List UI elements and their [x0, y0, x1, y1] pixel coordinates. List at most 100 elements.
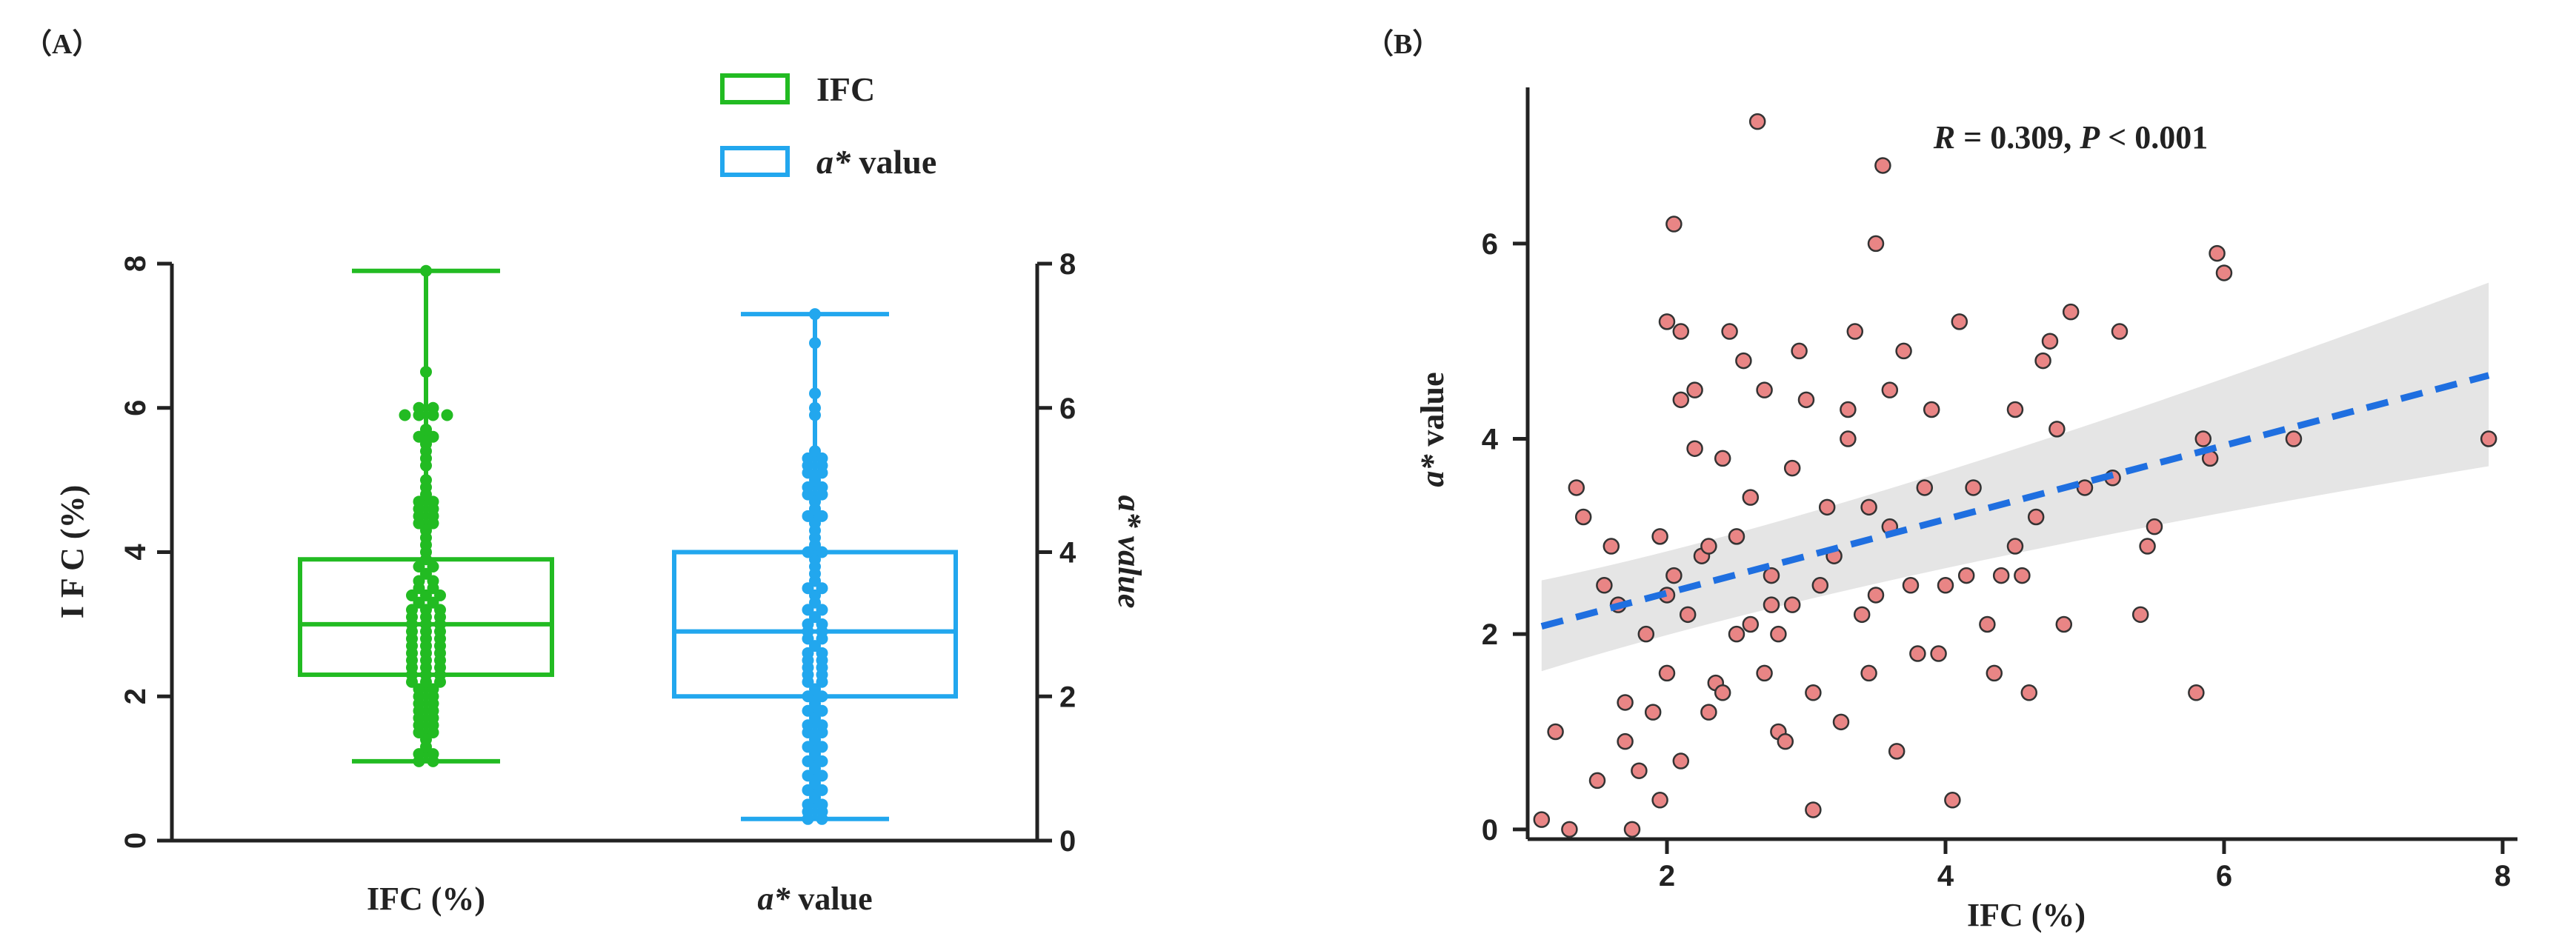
swarm-point [809, 401, 821, 414]
scatter-x-tick-label: 8 [2495, 860, 2511, 892]
swarm-point [420, 423, 432, 435]
box-group-a-value [672, 308, 958, 825]
scatter-point [2020, 684, 2038, 701]
swarm-point [427, 401, 439, 414]
scatter-point [1651, 792, 1668, 809]
scatter-x-tick-label: 2 [1659, 860, 1675, 892]
scatter-point [1547, 723, 1564, 741]
scatter-point [1867, 235, 1885, 253]
scatter-point [1672, 752, 1690, 770]
scatter-point [1665, 216, 1683, 233]
scatter-point [2055, 615, 2073, 633]
scatter-point [2062, 303, 2080, 321]
scatter-point [1902, 577, 1920, 594]
scatter-point [2146, 518, 2163, 535]
scatter-point [1937, 577, 1954, 594]
scatter-point [1623, 821, 1641, 838]
scatter-point [1986, 664, 2003, 682]
scatter-point [1867, 587, 1885, 604]
scatter-y-tick-label: 6 [1482, 228, 1498, 261]
right-y-tick-label: 0 [1059, 825, 1076, 858]
scatter-point [1561, 821, 1578, 838]
scatter-point [1763, 567, 1780, 584]
scatter-point [1735, 352, 1752, 370]
scatter-point [2027, 508, 2045, 526]
scatter-point [2131, 606, 2149, 624]
scatter-point [2480, 430, 2497, 447]
scatter-point [1728, 625, 1745, 643]
scatter-point [1805, 684, 1822, 701]
scatter-point [1783, 596, 1801, 613]
left-y-tick-label: 6 [119, 400, 152, 416]
scatter-point [1617, 732, 1634, 750]
scatter-point [1651, 528, 1668, 545]
scatter-point [1930, 645, 1947, 662]
scatter-point [1658, 313, 1676, 330]
scatter-point [1700, 704, 1717, 721]
scatter-point [1756, 381, 1773, 398]
right-y-tick-label: 2 [1059, 681, 1076, 713]
scatter-point [1728, 528, 1745, 545]
scatter-point [1672, 391, 1690, 409]
scatter-point [2076, 479, 2094, 496]
scatter-point [1957, 567, 1975, 584]
scatter-point [1874, 157, 1891, 174]
scatter-point [1895, 342, 1912, 360]
scatter-point [1665, 567, 1683, 584]
scatter-y-tick-label: 2 [1482, 618, 1498, 651]
left-y-ticks: 0 2 4 6 8 [119, 256, 172, 849]
left-y-axis-title: I F C (%) [54, 485, 90, 618]
scatter-point [1860, 664, 1877, 682]
scatter-point [1742, 489, 1760, 506]
regression-line [1540, 372, 2490, 630]
right-y-tick-label: 8 [1059, 248, 1076, 281]
left-y-tick-label: 4 [119, 544, 152, 561]
scatter-point [1644, 704, 1662, 721]
scatter-point [1588, 772, 1606, 790]
scatter-point [1568, 479, 1585, 496]
scatter-y-tick-label: 0 [1482, 814, 1498, 847]
scatter-x-axis-title: IFC (%) [1967, 897, 2086, 933]
right-y-tick-label: 4 [1059, 537, 1076, 570]
swarm-point [399, 409, 411, 421]
scatter-point [1797, 391, 1815, 409]
right-y-tick-label: 6 [1059, 393, 1076, 425]
scatter-point [2006, 401, 2024, 418]
scatter-point [1770, 625, 1787, 643]
scatter-point [1840, 430, 1857, 447]
scatter-point [1860, 498, 1877, 516]
scatter-point [2014, 567, 2031, 584]
scatter-point [1533, 811, 1551, 828]
x-category-label-ifc: IFC (%) [367, 881, 485, 917]
box [672, 550, 958, 699]
scatter-point [1602, 538, 1620, 555]
scatter-points [1533, 113, 2497, 838]
scatter-point [1923, 401, 1940, 418]
left-y-tick-label: 0 [119, 832, 152, 849]
scatter-point [2049, 421, 2066, 438]
scatter-point [1756, 664, 1773, 682]
legend-label-a-value: a* value [816, 143, 936, 181]
scatter-point [1832, 713, 1850, 731]
left-y-tick-label: 2 [119, 688, 152, 704]
scatter-point [1700, 538, 1717, 555]
scatter-point [1631, 762, 1648, 779]
right-y-ticks: 0 2 4 6 8 [1037, 248, 1076, 858]
scatter-y-axis-title: a* value [1414, 372, 1451, 487]
scatter-point [2194, 430, 2212, 447]
legend-label-ifc: IFC [816, 70, 875, 108]
panel-a: （A） IFC a* value 0 2 4 6 8 0 2 4 6 8 I F C (%) a… [24, 29, 1148, 917]
scatter-point [2209, 244, 2226, 262]
scatter-point [2215, 264, 2233, 281]
panel-a-label: （A） [24, 29, 100, 60]
scatter-point [2041, 333, 2059, 350]
scatter-x-tick-label: 6 [2216, 860, 2232, 892]
scatter-point [1811, 577, 1829, 594]
swarm-point [413, 401, 425, 414]
x-category-label-a-value: a* value [757, 881, 872, 917]
scatter-point [1721, 323, 1738, 340]
scatter-point [1658, 664, 1676, 682]
scatter-point [1777, 732, 1794, 750]
scatter-point [1805, 801, 1822, 818]
